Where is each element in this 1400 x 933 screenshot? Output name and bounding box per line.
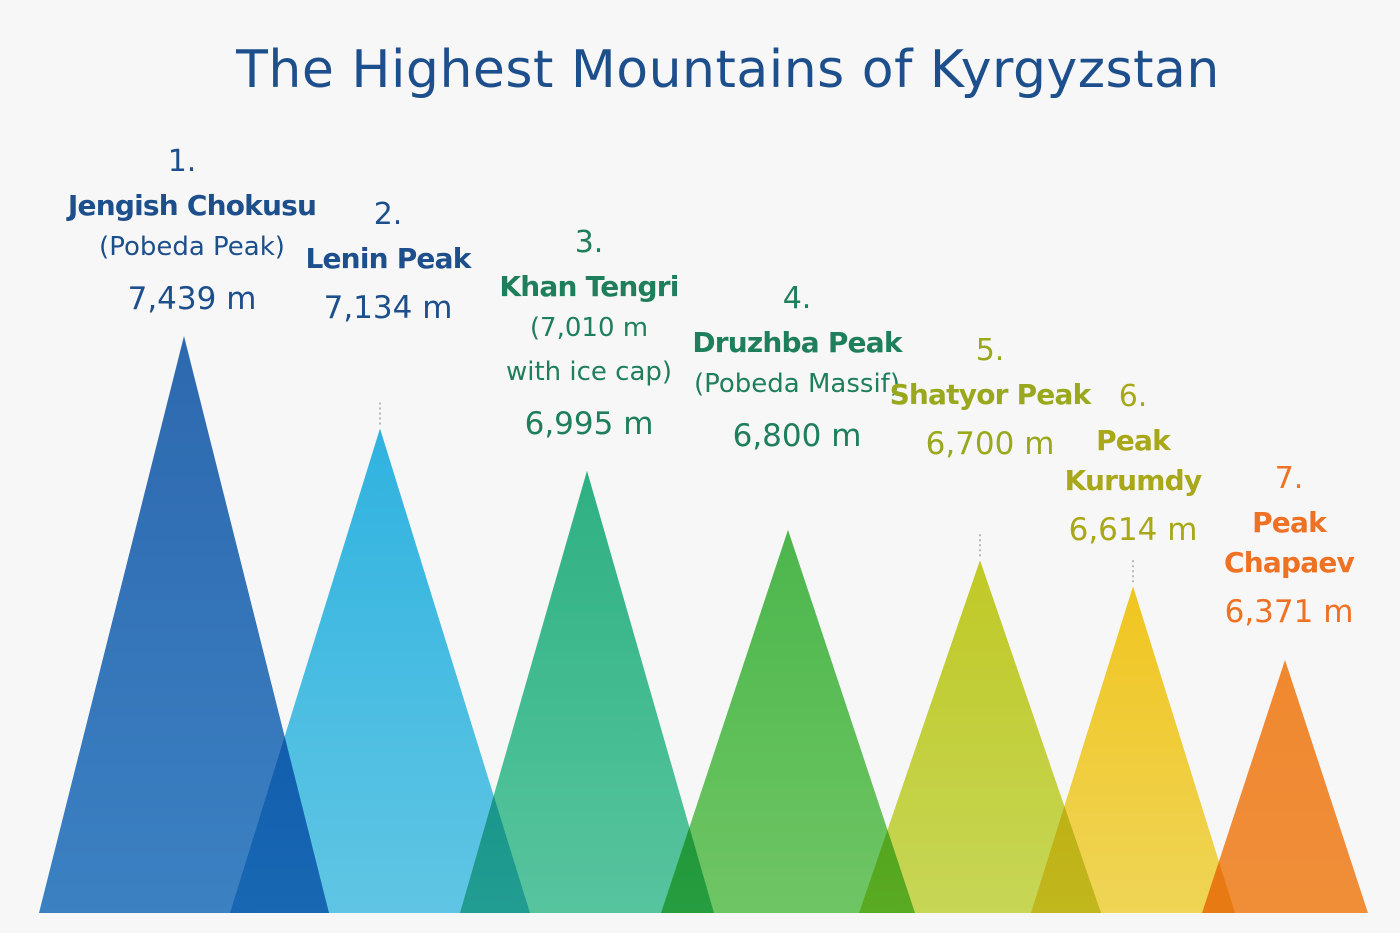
name-label-3: Khan Tengri — [499, 270, 678, 303]
name-label-7: Peak — [1252, 506, 1328, 539]
name-label-6: Kurumdy — [1065, 464, 1202, 497]
name-label-5: Shatyor Peak — [890, 378, 1093, 411]
rank-label-4: 4. — [783, 281, 812, 316]
value-label-3: 6,995 m — [525, 406, 654, 442]
peak-7 — [1202, 660, 1368, 913]
name-label-7: Chapaev — [1224, 546, 1355, 579]
name-label-4: Druzhba Peak — [692, 326, 904, 359]
rank-label-1: 1. — [168, 144, 197, 179]
value-label-6: 6,614 m — [1069, 512, 1198, 548]
peak-1 — [39, 336, 329, 913]
rank-label-7: 7. — [1275, 461, 1304, 496]
peak-6 — [1031, 586, 1235, 913]
note-label-4: (Pobeda Massif) — [694, 369, 900, 399]
note-label-3: with ice cap) — [506, 357, 672, 387]
value-label-4: 6,800 m — [733, 418, 862, 454]
rank-label-5: 5. — [976, 333, 1005, 368]
value-label-5: 6,700 m — [926, 426, 1055, 462]
name-label-2: Lenin Peak — [305, 242, 472, 275]
note-label-3: (7,010 m — [530, 313, 648, 343]
note-label-1: (Pobeda Peak) — [99, 232, 285, 262]
rank-label-3: 3. — [575, 225, 604, 260]
chart-title: The Highest Mountains of Kyrgyzstan — [236, 40, 1220, 100]
rank-label-2: 2. — [374, 197, 403, 232]
peak-5 — [859, 560, 1101, 913]
rank-label-6: 6. — [1119, 379, 1148, 414]
peak-2 — [230, 428, 530, 913]
peak-3 — [460, 470, 714, 913]
value-label-7: 6,371 m — [1225, 594, 1354, 630]
value-label-1: 7,439 m — [128, 281, 257, 317]
name-label-1: Jengish Chokusu — [66, 189, 316, 222]
peak-4 — [661, 529, 915, 913]
value-label-2: 7,134 m — [324, 290, 453, 326]
name-label-6: Peak — [1096, 424, 1172, 457]
